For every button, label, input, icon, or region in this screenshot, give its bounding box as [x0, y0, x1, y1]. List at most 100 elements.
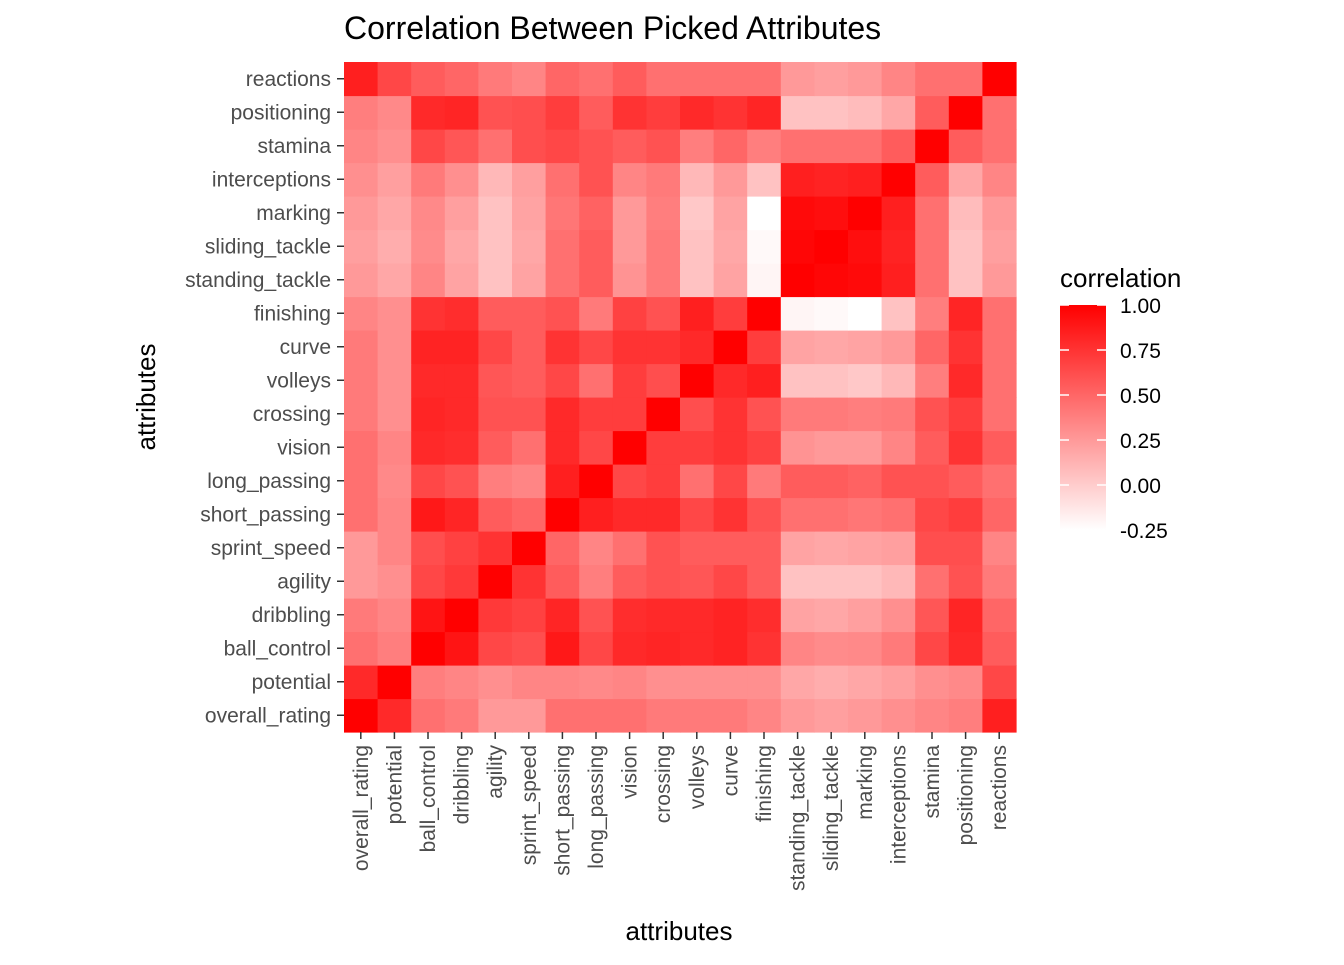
heatmap-cell-sliding_tackle-agility [478, 229, 513, 264]
heatmap-cell-long_passing-finishing [747, 464, 782, 499]
heatmap-cell-potential-finishing [747, 665, 782, 700]
heatmap-cell-long_passing-sprint_speed [512, 464, 547, 499]
y-tick-label: crossing [253, 403, 331, 426]
heatmap-cell-overall_rating-volleys [680, 698, 715, 733]
heatmap-cell-short_passing-overall_rating [344, 497, 379, 532]
heatmap-cell-overall_rating-standing_tackle [780, 698, 815, 733]
heatmap-cell-ball_control-stamina [915, 631, 950, 666]
heatmap-cell-vision-crossing [646, 430, 681, 465]
heatmap-cell-long_passing-curve [713, 464, 748, 499]
heatmap-cell-finishing-marking [848, 296, 883, 331]
x-tick-label: volleys [686, 745, 709, 809]
x-tick-label: ball_control [417, 745, 440, 852]
heatmap-cell-finishing-agility [478, 296, 513, 331]
heatmap-cell-reactions-standing_tackle [780, 62, 815, 97]
heatmap-cell-positioning-dribbling [444, 95, 479, 130]
heatmap-cell-sliding_tackle-finishing [747, 229, 782, 264]
heatmap-cell-short_passing-reactions [982, 497, 1017, 532]
heatmap-cell-crossing-interceptions [881, 397, 916, 432]
heatmap-cell-dribbling-volleys [680, 598, 715, 633]
heatmap-cell-short_passing-short_passing [545, 497, 580, 532]
heatmap-cell-stamina-crossing [646, 129, 681, 164]
heatmap-cell-stamina-sliding_tackle [814, 129, 849, 164]
heatmap-cell-reactions-positioning [948, 62, 983, 97]
heatmap-cell-dribbling-long_passing [579, 598, 614, 633]
heatmap-cell-curve-reactions [982, 330, 1017, 365]
heatmap-cell-ball_control-long_passing [579, 631, 614, 666]
heatmap-cell-finishing-curve [713, 296, 748, 331]
heatmap-cell-overall_rating-reactions [982, 698, 1017, 733]
y-axis-ticks: overall_rating potential ball_control dribb… [185, 68, 344, 727]
heatmap-cell-stamina-finishing [747, 129, 782, 164]
heatmap-cell-standing_tackle-short_passing [545, 263, 580, 298]
heatmap-cell-curve-dribbling [444, 330, 479, 365]
heatmap-cell-stamina-sprint_speed [512, 129, 547, 164]
heatmap-cell-dribbling-vision [612, 598, 647, 633]
chart-title: Correlation Between Picked Attributes [344, 10, 881, 46]
heatmap-cell-curve-interceptions [881, 330, 916, 365]
heatmap-cell-sprint_speed-curve [713, 531, 748, 566]
heatmap-cell-curve-finishing [747, 330, 782, 365]
heatmap-cell-volleys-finishing [747, 363, 782, 398]
heatmap-cell-sliding_tackle-reactions [982, 229, 1017, 264]
heatmap-cell-overall_rating-sliding_tackle [814, 698, 849, 733]
y-tick-label: finishing [254, 302, 331, 325]
legend-tick-label: 0.25 [1120, 430, 1161, 453]
heatmap-cell-dribbling-sprint_speed [512, 598, 547, 633]
heatmap-cell-volleys-ball_control [411, 363, 446, 398]
heatmap-cell-ball_control-finishing [747, 631, 782, 666]
heatmap-cell-standing_tackle-positioning [948, 263, 983, 298]
heatmap-cell-ball_control-positioning [948, 631, 983, 666]
heatmap-cell-vision-interceptions [881, 430, 916, 465]
heatmap-cell-standing_tackle-sprint_speed [512, 263, 547, 298]
heatmap-cell-overall_rating-agility [478, 698, 513, 733]
heatmap-cell-short_passing-positioning [948, 497, 983, 532]
y-tick-label: long_passing [207, 470, 331, 493]
heatmap-cell-sprint_speed-marking [848, 531, 883, 566]
heatmap-cell-sprint_speed-sliding_tackle [814, 531, 849, 566]
heatmap-cell-crossing-finishing [747, 397, 782, 432]
heatmap-cell-finishing-vision [612, 296, 647, 331]
heatmap-cell-volleys-interceptions [881, 363, 916, 398]
heatmap-cell-standing_tackle-curve [713, 263, 748, 298]
heatmap-cell-long_passing-short_passing [545, 464, 580, 499]
heatmap-cell-sprint_speed-overall_rating [344, 531, 379, 566]
heatmap-cell-agility-sprint_speed [512, 564, 547, 599]
heatmap-cell-volleys-agility [478, 363, 513, 398]
x-tick-label: sprint_speed [518, 745, 541, 865]
heatmap-cell-volleys-reactions [982, 363, 1017, 398]
heatmap-cell-stamina-ball_control [411, 129, 446, 164]
heatmap-cell-agility-potential [377, 564, 412, 599]
heatmap-cell-dribbling-reactions [982, 598, 1017, 633]
heatmap-cell-finishing-dribbling [444, 296, 479, 331]
heatmap-cell-marking-curve [713, 196, 748, 231]
heatmap-cell-stamina-long_passing [579, 129, 614, 164]
heatmap-cell-short_passing-ball_control [411, 497, 446, 532]
x-tick-label: long_passing [585, 745, 608, 869]
heatmap-cell-marking-stamina [915, 196, 950, 231]
heatmap-cell-sprint_speed-sprint_speed [512, 531, 547, 566]
y-tick-label: agility [277, 570, 331, 593]
heatmap-cell-vision-ball_control [411, 430, 446, 465]
heatmap-cell-dribbling-crossing [646, 598, 681, 633]
heatmap-cell-agility-finishing [747, 564, 782, 599]
heatmap-cell-crossing-stamina [915, 397, 950, 432]
heatmap-cell-interceptions-volleys [680, 162, 715, 197]
heatmap-cell-sliding_tackle-stamina [915, 229, 950, 264]
heatmap-cell-volleys-sliding_tackle [814, 363, 849, 398]
heatmap-cell-standing_tackle-standing_tackle [780, 263, 815, 298]
heatmap-cell-reactions-vision [612, 62, 647, 97]
heatmap-cell-curve-short_passing [545, 330, 580, 365]
heatmap-cell-dribbling-ball_control [411, 598, 446, 633]
heatmap-cell-agility-agility [478, 564, 513, 599]
heatmap-cell-positioning-sprint_speed [512, 95, 547, 130]
heatmap-cell-standing_tackle-sliding_tackle [814, 263, 849, 298]
heatmap-cell-potential-stamina [915, 665, 950, 700]
heatmap-cell-crossing-standing_tackle [780, 397, 815, 432]
heatmap-cell-sliding_tackle-crossing [646, 229, 681, 264]
heatmap-cell-ball_control-sliding_tackle [814, 631, 849, 666]
heatmap-cell-crossing-reactions [982, 397, 1017, 432]
heatmap-cell-sprint_speed-volleys [680, 531, 715, 566]
heatmap-cell-volleys-positioning [948, 363, 983, 398]
heatmap-cell-long_passing-agility [478, 464, 513, 499]
